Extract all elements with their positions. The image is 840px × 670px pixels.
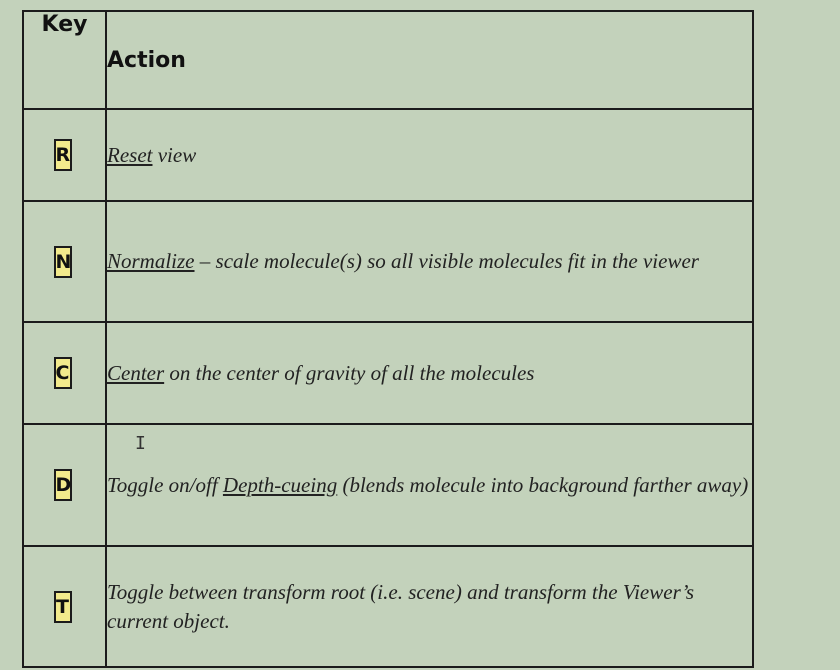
key-badge-t: T: [53, 590, 72, 623]
action-text: Toggle between transform root (i.e. scen…: [107, 579, 694, 633]
action-cell: Center on the center of gravity of all t…: [105, 321, 754, 425]
action-term-depth-cueing: Depth-cueing: [222, 472, 338, 497]
shortcut-key-table: Key Action R Reset view N Normalize – sc…: [22, 10, 754, 668]
key-badge-r: R: [53, 139, 72, 171]
text-cursor-icon: I: [135, 433, 146, 454]
action-text: – scale molecule(s) so all visible molec…: [194, 249, 699, 273]
key-cell: C: [22, 321, 107, 425]
action-cell: Reset view: [105, 108, 754, 202]
action-text: view: [152, 142, 197, 167]
key-cell: T: [22, 545, 107, 668]
action-term-normalize: Normalize: [107, 249, 195, 273]
key-cell: R: [22, 108, 107, 202]
key-column-header: Key: [22, 10, 107, 110]
table-row-depth-cueing: D Toggle on/off Depth-cueing (blends mol…: [22, 423, 754, 547]
action-text-pre: Toggle on/off: [107, 472, 223, 497]
key-cell: N: [22, 200, 107, 323]
action-term-reset: Reset: [107, 142, 153, 167]
key-badge-n: N: [53, 245, 72, 278]
key-cell: D: [22, 423, 107, 547]
table-row-normalize: N Normalize – scale molecule(s) so all v…: [22, 200, 754, 323]
action-text: (blends molecule into background farther…: [337, 472, 749, 497]
table-row-reset: R Reset view: [22, 108, 754, 202]
key-badge-c: C: [53, 357, 72, 389]
action-text: on the center of gravity of all the mole…: [164, 360, 535, 385]
action-column-header: Action: [105, 10, 754, 110]
table-row-transform: T Toggle between transform root (i.e. sc…: [22, 545, 754, 668]
table-row-center: C Center on the center of gravity of all…: [22, 321, 754, 425]
table-header-row: Key Action: [22, 10, 754, 110]
key-badge-d: D: [53, 469, 72, 501]
action-cell: Normalize – scale molecule(s) so all vis…: [105, 200, 754, 323]
action-cell: Toggle on/off Depth-cueing (blends molec…: [105, 423, 754, 547]
action-term-center: Center: [107, 360, 165, 385]
action-cell: Toggle between transform root (i.e. scen…: [105, 545, 754, 668]
